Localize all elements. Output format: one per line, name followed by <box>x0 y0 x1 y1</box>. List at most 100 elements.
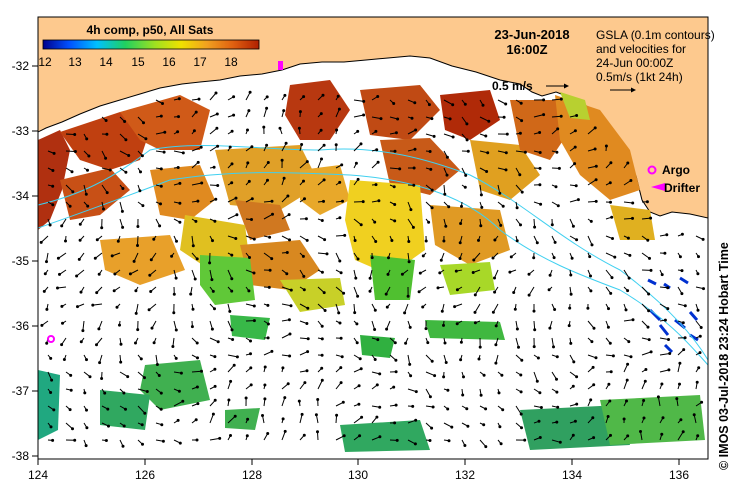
velocity-arrow-head <box>466 424 470 428</box>
velocity-arrow-head <box>49 391 53 394</box>
velocity-arrow-head <box>141 442 144 446</box>
velocity-arrow-head <box>656 395 660 399</box>
velocity-arrow-head <box>463 444 467 447</box>
velocity-arrow <box>209 269 213 280</box>
velocity-arrow-head <box>400 272 404 276</box>
velocity-arrow-head <box>532 309 536 313</box>
velocity-arrow-head <box>79 290 83 294</box>
velocity-arrow-head <box>232 95 236 99</box>
velocity-arrow-head <box>593 147 597 151</box>
lon-tick: 132 <box>455 468 475 482</box>
velocity-arrow-head <box>306 350 310 354</box>
velocity-arrow-head <box>430 206 434 210</box>
velocity-arrow-head <box>305 322 309 325</box>
velocity-arrow-head <box>270 257 274 261</box>
velocity-arrow-head <box>527 293 531 297</box>
velocity-arrow-head <box>176 418 180 422</box>
velocity-arrow-head <box>355 341 359 345</box>
velocity-arrow-head <box>229 379 233 383</box>
velocity-arrow-head <box>485 170 489 173</box>
date-label: 23-Jun-2018 <box>494 27 569 42</box>
velocity-arrow-head <box>171 345 175 348</box>
velocity-arrow-head <box>426 341 430 345</box>
velocity-arrow-head <box>484 134 488 138</box>
velocity-arrow-head <box>611 354 615 358</box>
velocity-arrow-head <box>611 237 614 240</box>
velocity-arrow-head <box>178 441 182 445</box>
velocity-arrow-head <box>246 128 249 132</box>
velocity-arrow-head <box>412 183 416 187</box>
velocity-arrow-head <box>558 440 562 444</box>
velocity-arrow-head <box>69 373 73 377</box>
velocity-arrow-head <box>280 158 284 162</box>
velocity-arrow-head <box>559 97 563 101</box>
velocity-arrow-head <box>555 390 559 394</box>
velocity-arrow-head <box>430 117 434 121</box>
velocity-arrow <box>101 184 108 193</box>
velocity-arrow <box>191 370 202 373</box>
velocity-arrow-head <box>250 145 254 149</box>
velocity-arrow-head <box>336 94 340 98</box>
velocity-arrow-head <box>104 156 108 160</box>
velocity-arrow-head <box>678 361 682 365</box>
velocity-arrow-head <box>231 338 235 341</box>
velocity-arrow-head <box>343 233 347 237</box>
velocity-arrow-head <box>527 272 531 276</box>
velocity-arrow-head <box>320 366 324 370</box>
velocity-arrow-head <box>515 206 519 210</box>
velocity-arrow-head <box>61 321 64 325</box>
velocity-arrow-head <box>663 318 667 322</box>
velocity-arrow-head <box>302 433 306 437</box>
velocity-arrow-head <box>461 393 465 397</box>
velocity-arrow-head <box>270 349 274 353</box>
velocity-arrow <box>191 235 194 246</box>
velocity-arrow-head <box>573 129 577 133</box>
velocity-arrow-head <box>71 427 74 431</box>
velocity-arrow-head <box>248 256 251 259</box>
velocity-arrow-head <box>159 114 163 118</box>
velocity-arrow-head <box>569 341 573 345</box>
velocity-arrow-head <box>196 356 199 360</box>
velocity-arrow-head <box>501 408 505 412</box>
velocity-arrow-head <box>287 318 291 322</box>
velocity-arrow-head <box>424 239 428 243</box>
velocity-arrow-head <box>356 257 360 261</box>
velocity-arrow-head <box>594 164 598 168</box>
velocity-arrow-head <box>606 415 610 418</box>
velocity-arrows <box>39 90 705 449</box>
velocity-arrow-head <box>194 418 198 422</box>
velocity-arrow-head <box>429 167 433 171</box>
velocity-arrow-head <box>282 109 286 113</box>
velocity-arrow <box>191 269 196 280</box>
velocity-arrow <box>137 405 146 414</box>
velocity-arrow-head <box>548 326 552 330</box>
velocity-arrow-head <box>263 383 267 387</box>
velocity-arrow-head <box>478 345 482 349</box>
velocity-arrow-head <box>648 256 651 260</box>
velocity-arrow-head <box>697 255 700 259</box>
argo-float-icon <box>47 335 55 343</box>
velocity-arrow-head <box>73 150 77 153</box>
velocity-arrow-head <box>281 417 285 421</box>
velocity-arrow-head <box>200 181 204 185</box>
velocity-arrow-head <box>322 291 326 295</box>
velocity-arrow-head <box>368 289 372 293</box>
velocity-arrow-head <box>266 432 270 435</box>
velocity-arrow-head <box>250 197 254 201</box>
velocity-arrow-head <box>666 286 670 290</box>
lon-tick: 130 <box>348 468 368 482</box>
velocity-arrow-head <box>174 356 178 360</box>
lat-tick: -32 <box>12 59 30 73</box>
velocity-arrow-head <box>609 291 613 295</box>
velocity-arrow-head <box>555 355 559 359</box>
lat-tick: -36 <box>12 319 30 333</box>
velocity-arrow-head <box>523 150 527 154</box>
velocity-arrow-head <box>216 144 220 148</box>
velocity-arrow-head <box>252 237 256 241</box>
velocity-arrow-head <box>411 225 415 229</box>
velocity-arrow-head <box>394 131 398 135</box>
velocity-arrow-head <box>147 308 151 312</box>
velocity-arrow-head <box>678 255 682 259</box>
velocity-arrow-head <box>491 256 495 260</box>
velocity-arrow-head <box>520 358 524 362</box>
